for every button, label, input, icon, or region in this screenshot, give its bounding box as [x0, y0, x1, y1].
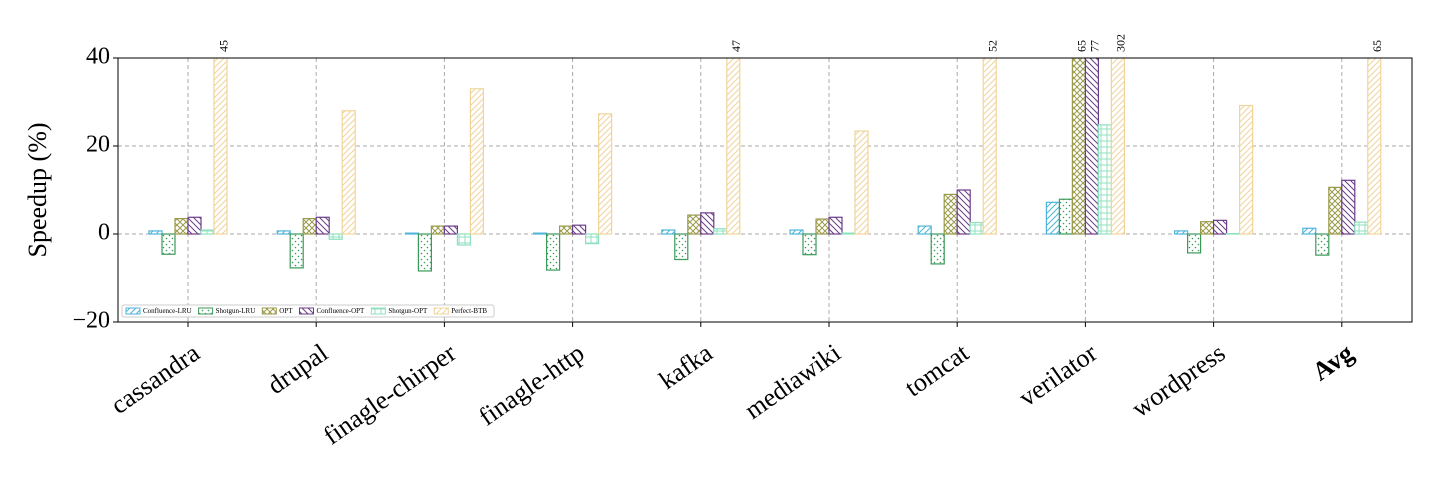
bar	[469, 88, 484, 235]
bar	[558, 225, 574, 235]
bar	[443, 225, 458, 235]
bar	[404, 232, 419, 235]
bar	[532, 232, 548, 235]
bar	[828, 216, 843, 235]
bar	[841, 232, 856, 235]
legend-label: Confluence-LRU	[143, 307, 192, 315]
bar	[584, 233, 600, 245]
bar	[802, 233, 817, 256]
bar	[430, 225, 445, 235]
bar	[1084, 58, 1100, 235]
bar	[1315, 233, 1330, 256]
legend-swatch	[370, 307, 386, 315]
bar	[1238, 104, 1254, 235]
bar	[187, 216, 202, 235]
y-tick-label: 40	[86, 44, 110, 70]
y-axis-label: Speedup (%)	[23, 122, 52, 257]
y-tick-label: 0	[98, 220, 110, 246]
bar	[200, 229, 215, 235]
legend-swatch	[433, 307, 449, 315]
x-tick-label: wordpress	[1126, 338, 1230, 423]
bar	[341, 110, 356, 235]
legend-swatch	[299, 307, 315, 315]
bar	[687, 214, 702, 235]
bar	[1199, 221, 1215, 235]
value-label: 52	[985, 40, 999, 52]
bar	[161, 233, 176, 255]
x-tick-label: finagle-chirper	[318, 338, 461, 451]
bar	[930, 233, 945, 265]
bar	[456, 233, 471, 246]
x-tick-label: mediawiki	[739, 338, 846, 425]
y-tick-label: −20	[72, 308, 110, 334]
x-tick-label: finagle-http	[473, 338, 589, 431]
bar	[1212, 219, 1228, 235]
bar	[148, 230, 163, 235]
bar	[302, 218, 317, 235]
x-tick-label: tomcat	[899, 338, 974, 403]
bar	[1058, 198, 1074, 235]
bar	[571, 224, 587, 235]
bar	[213, 58, 228, 235]
bar	[597, 113, 613, 235]
bar	[713, 228, 728, 235]
bar	[289, 233, 304, 269]
legend-label: Shotgun-OPT	[388, 307, 428, 315]
bar	[1367, 58, 1382, 235]
value-label: 77	[1088, 40, 1102, 52]
bar	[174, 218, 189, 235]
bar	[969, 221, 984, 235]
value-label: 65	[1075, 40, 1089, 52]
bar	[1186, 233, 1202, 254]
bar	[956, 189, 971, 235]
value-label: 302	[1114, 34, 1128, 52]
bar	[276, 230, 291, 235]
value-label: 47	[729, 40, 743, 52]
bar	[417, 233, 432, 272]
bar	[1110, 58, 1126, 235]
x-tick-label: cassandra	[105, 338, 205, 420]
x-tick-label: drupal	[262, 338, 333, 400]
bar	[943, 193, 958, 235]
bar	[854, 130, 869, 235]
y-tick-label: 20	[86, 132, 110, 158]
legend-swatch	[261, 307, 277, 315]
x-tick-label: Avg	[1307, 338, 1359, 386]
bar	[700, 212, 715, 235]
bar	[545, 233, 561, 271]
bar	[789, 229, 804, 235]
legend-label: OPT	[279, 307, 293, 315]
bar	[1045, 201, 1061, 235]
bar	[917, 225, 932, 235]
value-label: 65	[1370, 40, 1384, 52]
legend: Confluence-LRU Shotgun-LRU OPT Confluence-O…	[121, 304, 495, 318]
bar	[726, 58, 741, 235]
bar	[1341, 179, 1356, 235]
legend-swatch	[125, 307, 141, 315]
legend-label: Perfect-BTB	[451, 307, 487, 315]
legend-swatch	[198, 307, 214, 315]
bar	[674, 233, 689, 261]
bar	[982, 58, 997, 235]
bar	[328, 233, 343, 240]
plot-area	[148, 58, 1382, 272]
bar	[1097, 124, 1113, 235]
legend-label: Confluence-OPT	[317, 307, 366, 315]
x-tick-label: verilator	[1013, 338, 1102, 412]
plot-frame	[117, 57, 1413, 323]
bar	[1328, 186, 1343, 235]
bar	[815, 218, 830, 235]
legend-label: Shotgun-LRU	[216, 307, 256, 315]
bar	[1173, 230, 1189, 235]
bar	[661, 229, 676, 235]
bar	[1302, 227, 1317, 235]
value-label: 45	[216, 40, 230, 52]
bar	[315, 216, 330, 235]
x-tick-label: kafka	[654, 338, 718, 395]
bar	[1354, 221, 1369, 235]
bar	[1071, 58, 1087, 235]
